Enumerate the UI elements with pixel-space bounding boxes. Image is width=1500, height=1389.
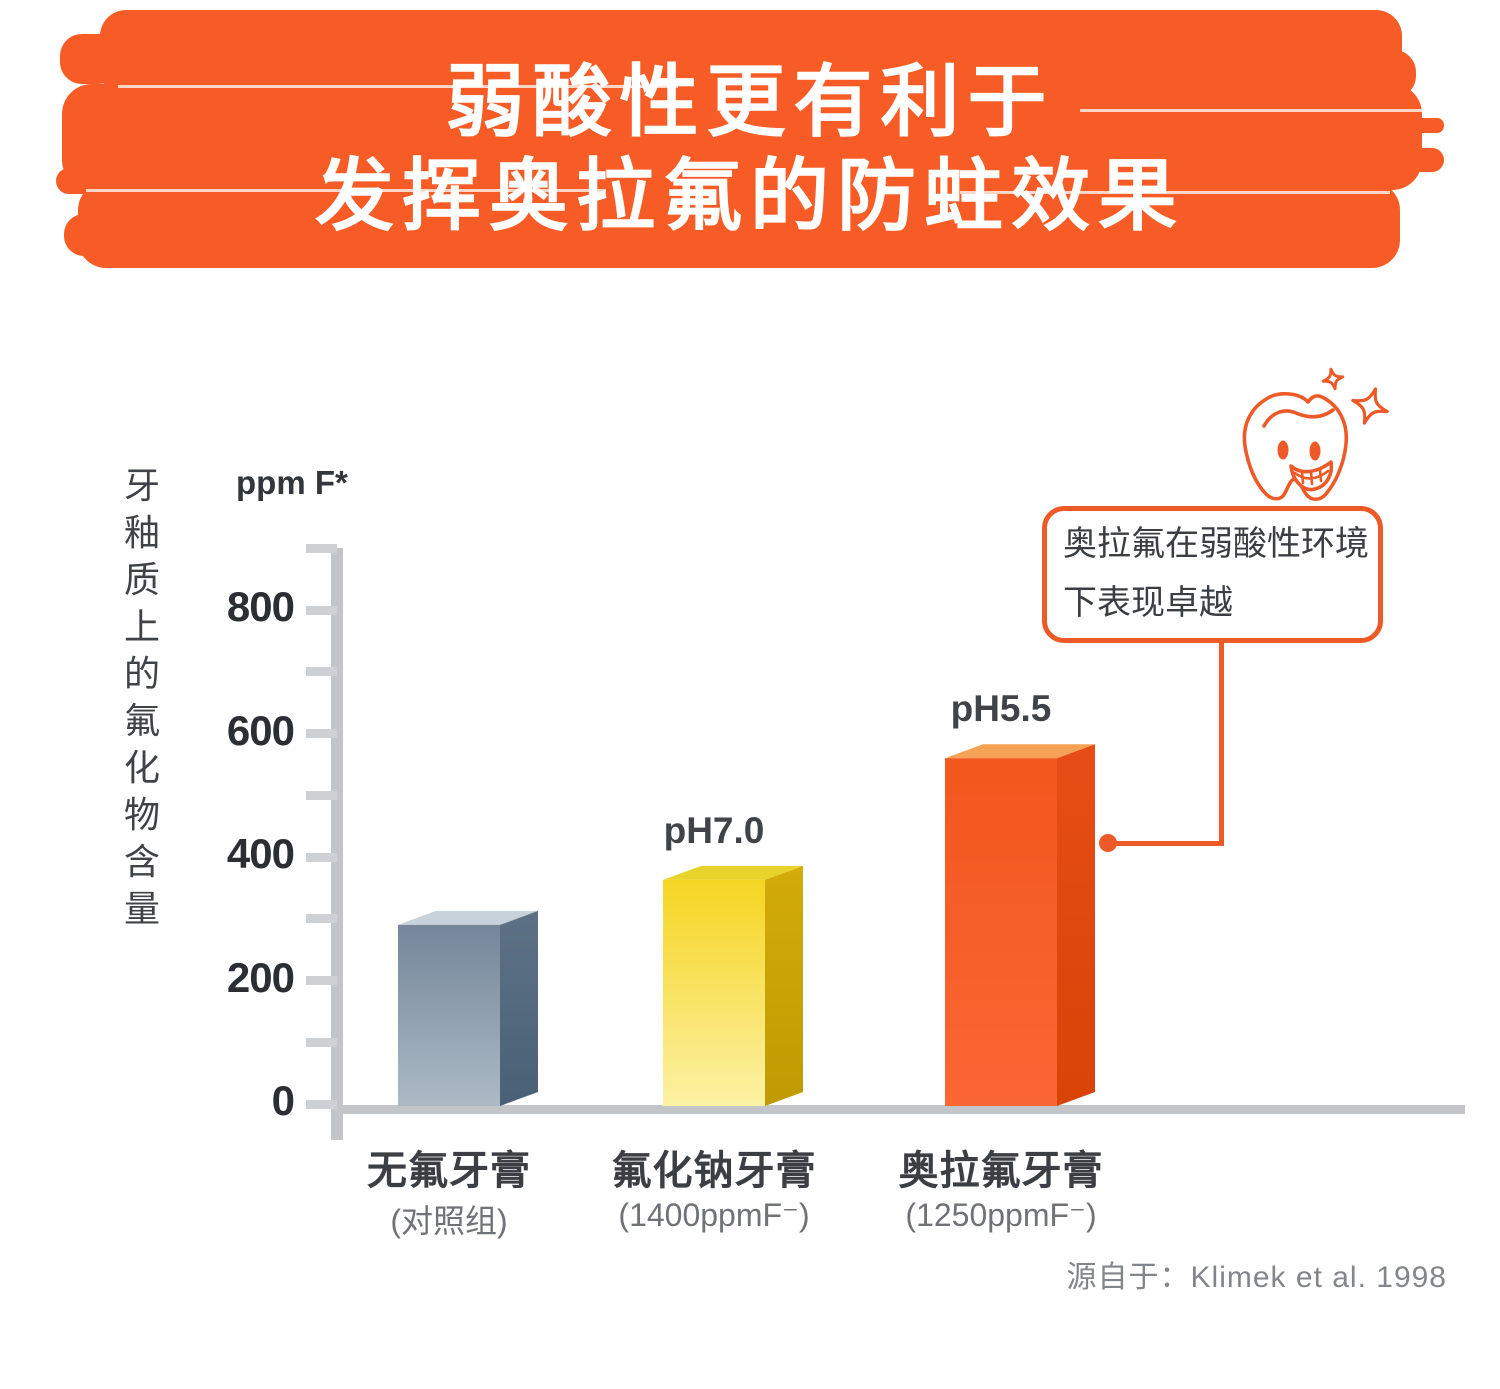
- y-axis-tick: [306, 667, 337, 677]
- callout-text-line1: 奥拉氟在弱酸性环境: [1063, 525, 1369, 563]
- tooth-right-eye: [1309, 441, 1321, 461]
- bar-side-face: [1057, 744, 1095, 1106]
- ph-label: pH7.0: [663, 809, 765, 851]
- category-sub-label: (1250ppmF⁻): [905, 1197, 1097, 1233]
- y-axis-tick: [306, 976, 337, 985]
- bar-奥拉氟牙膏: [945, 744, 1095, 1106]
- category-sub-label: (对照组): [390, 1203, 508, 1239]
- y-axis-tick-label: 600: [226, 706, 295, 754]
- y-axis-tick: [306, 914, 337, 924]
- y-axis-tick: [306, 1037, 337, 1047]
- bar-top-face: [398, 910, 538, 925]
- y-axis-unit-label: ppm F*: [236, 464, 348, 501]
- callout-connector-vertical: [1219, 643, 1224, 846]
- brush-stroke: [1296, 236, 1396, 256]
- banner-brush-shape: [56, 10, 1444, 268]
- bar-front-face: [398, 924, 500, 1106]
- brush-seam: [960, 191, 1390, 194]
- y-axis-tick: [306, 852, 337, 862]
- bar-top-face: [663, 865, 803, 880]
- category-label: 奥拉氟牙膏: [898, 1149, 1104, 1193]
- callout-connector-dot: [1099, 834, 1117, 852]
- sparkle-icon-small: [1321, 367, 1345, 391]
- brush-seam: [1080, 109, 1430, 112]
- brush-stroke: [60, 34, 120, 84]
- source-note: 源自于：Klimek et al. 1998: [1066, 1261, 1447, 1294]
- tooth-left-eye: [1277, 440, 1289, 460]
- y-axis-tick: [306, 790, 337, 800]
- banner-title-line2: 发挥奥拉氟的防蛀效果: [315, 151, 1185, 240]
- callout-text-line2: 下表现卓越: [1063, 584, 1233, 622]
- callout-box: 奥拉氟在弱酸性环境 下表现卓越: [1042, 506, 1383, 643]
- sparkle-icon-large: [1351, 387, 1389, 425]
- bar-无氟牙膏: [398, 910, 538, 1106]
- bar-front-face: [663, 879, 765, 1106]
- brush-seam: [86, 189, 606, 192]
- brush-stroke: [56, 168, 102, 194]
- tooth-teeth-lines: [1293, 468, 1330, 486]
- y-axis-tick: [306, 605, 337, 615]
- tooth-mascot-icon: [1242, 367, 1389, 502]
- bar-top-face: [945, 744, 1095, 759]
- brush-stroke: [78, 182, 1400, 268]
- y-axis-tick-label: 800: [226, 583, 295, 630]
- bar-front-face: [945, 758, 1057, 1106]
- brush-stroke: [100, 10, 1402, 96]
- bar-氟化钠牙膏: [663, 865, 803, 1106]
- ph-label: pH5.5: [950, 688, 1052, 730]
- x-axis-line: [331, 1105, 1465, 1114]
- callout-connector-horizontal: [1108, 841, 1224, 846]
- brush-stroke: [64, 214, 110, 256]
- y-axis-tick-label: 200: [226, 953, 295, 1001]
- y-axis-title: 牙釉质上的氟化物含量: [123, 465, 160, 929]
- bar-side-face: [765, 865, 803, 1106]
- brush-seam: [118, 85, 678, 88]
- category-sub-label: (1400ppmF⁻): [618, 1197, 810, 1233]
- brush-stroke: [1352, 148, 1444, 172]
- banner-title-line1: 弱酸性更有利于: [445, 57, 1055, 146]
- category-label: 无氟牙膏: [367, 1149, 531, 1193]
- y-axis-tick-label: 0: [271, 1077, 295, 1124]
- y-axis-tick: [306, 729, 337, 738]
- tooth-fissure-line: [1262, 408, 1335, 428]
- brush-stroke: [1378, 118, 1444, 133]
- bar-side-face: [500, 910, 538, 1106]
- y-axis-line: [331, 548, 343, 1140]
- category-label: 氟化钠牙膏: [611, 1149, 817, 1193]
- y-axis-tick: [306, 543, 337, 553]
- y-axis-tick: [306, 1099, 337, 1109]
- y-axis-tick-label: 400: [226, 830, 295, 877]
